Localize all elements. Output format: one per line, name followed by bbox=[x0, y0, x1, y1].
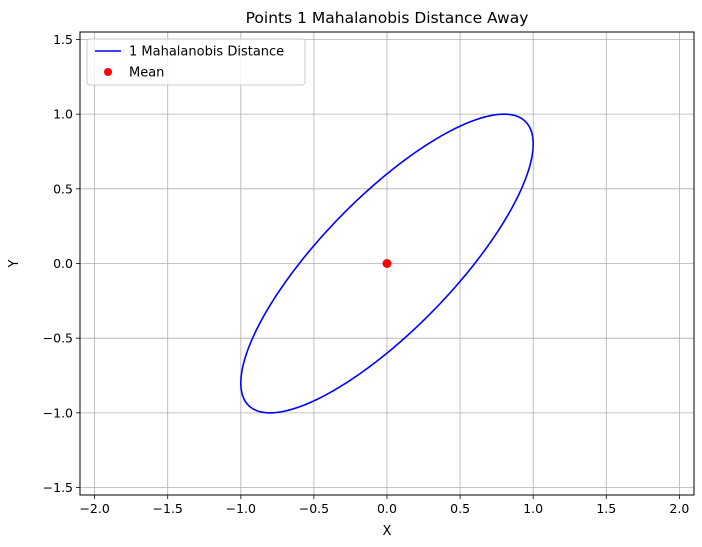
legend: 1 Mahalanobis Distance Mean bbox=[86, 38, 306, 86]
x-tick-label: −0.5 bbox=[299, 501, 329, 516]
y-tick-label: −0.5 bbox=[43, 331, 73, 346]
x-axis-label: X bbox=[383, 524, 392, 539]
y-tick-label: 0.0 bbox=[53, 256, 73, 271]
x-tick-label: 0.0 bbox=[377, 501, 397, 516]
y-tick-label: 1.5 bbox=[53, 32, 73, 47]
y-tick-label: −1.5 bbox=[43, 480, 73, 495]
y-tick-label: 1.0 bbox=[53, 107, 73, 122]
legend-marker-swatch bbox=[104, 68, 112, 76]
x-tick-label: 1.5 bbox=[596, 501, 616, 516]
x-axis-ticks: −2.0 −1.5 −1.0 −0.5 0.0 0.5 1.0 1.5 2.0 bbox=[79, 495, 689, 516]
x-tick-label: 1.0 bbox=[523, 501, 543, 516]
series-mean-point bbox=[382, 259, 392, 268]
legend-label-ellipse: 1 Mahalanobis Distance bbox=[129, 45, 284, 60]
x-tick-label: −1.0 bbox=[226, 501, 256, 516]
y-tick-label: 0.5 bbox=[53, 181, 73, 196]
chart-title: Points 1 Mahalanobis Distance Away bbox=[246, 9, 529, 27]
y-tick-label: −1.0 bbox=[43, 405, 73, 420]
series-mahalanobis-ellipse bbox=[240, 113, 534, 414]
plot-series bbox=[240, 113, 534, 414]
grid bbox=[80, 32, 694, 495]
x-tick-label: −1.5 bbox=[153, 501, 183, 516]
x-tick-label: −2.0 bbox=[79, 501, 109, 516]
y-axis-ticks: −1.5 −1.0 −0.5 0.0 0.5 1.0 1.5 bbox=[43, 32, 80, 495]
x-tick-label: 0.5 bbox=[450, 501, 470, 516]
x-tick-label: 2.0 bbox=[669, 501, 689, 516]
legend-box bbox=[86, 38, 306, 86]
y-axis-label: Y bbox=[7, 259, 22, 268]
legend-label-mean: Mean bbox=[129, 66, 164, 81]
